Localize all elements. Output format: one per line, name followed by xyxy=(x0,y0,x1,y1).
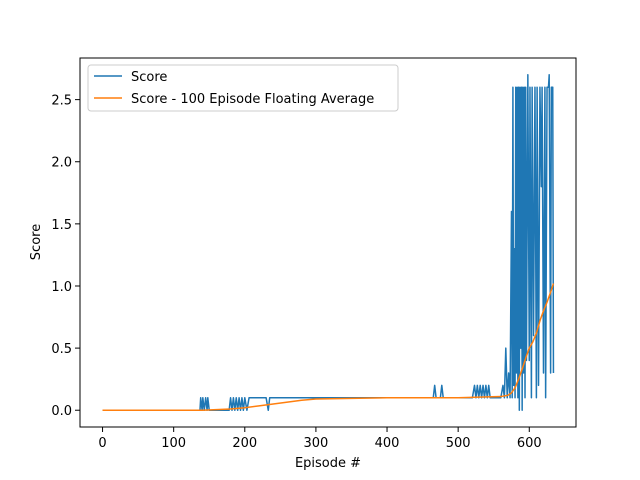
legend-label: Score - 100 Episode Floating Average xyxy=(131,92,374,107)
y-tick-label: 0.5 xyxy=(51,342,72,357)
legend-box xyxy=(87,64,399,112)
score-line xyxy=(102,283,555,411)
legend-label: Score xyxy=(131,70,167,85)
legend: Score Score - 100 Episode Floating Averag… xyxy=(87,64,399,112)
axes-frame xyxy=(79,57,577,428)
x-tick-label: 600 xyxy=(517,436,542,451)
x-tick-label: 400 xyxy=(375,436,400,451)
x-axis-label: Episode # xyxy=(295,456,361,471)
y-tick-label: 1.0 xyxy=(51,280,72,295)
y-tick-label: 0.0 xyxy=(51,404,72,419)
x-tick-label: 100 xyxy=(161,436,186,451)
x-tick-label: 0 xyxy=(98,436,106,451)
y-tick-label: 1.5 xyxy=(51,218,72,233)
x-tick-label: 500 xyxy=(446,436,471,451)
x-tick-label: 200 xyxy=(232,436,257,451)
x-tick-label: 300 xyxy=(303,436,328,451)
y-tick-label: 2.5 xyxy=(51,94,72,109)
score-line xyxy=(102,74,555,411)
y-tick-label: 2.0 xyxy=(51,156,72,171)
y-axis-label: Score xyxy=(29,224,44,260)
